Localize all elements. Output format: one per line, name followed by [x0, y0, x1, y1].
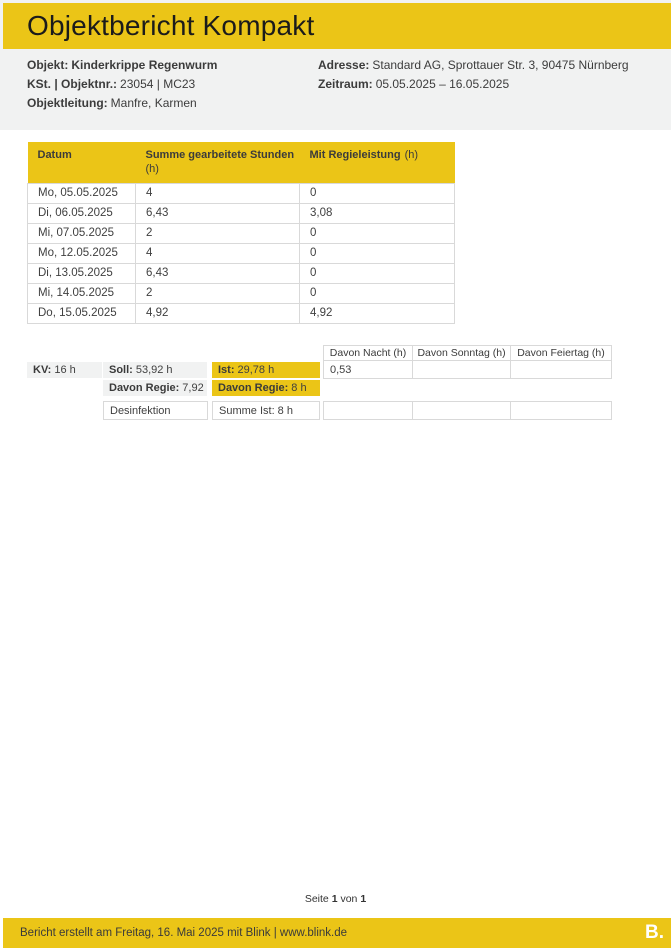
- empty-nacht-cell: [323, 401, 413, 420]
- kv-label: KV:: [33, 364, 52, 376]
- page-number: Seite 1 von 1: [0, 893, 671, 905]
- regie-ist-value: 8 h: [291, 382, 307, 394]
- header-text-datum: Datum: [37, 149, 72, 161]
- cell-datum: Do, 15.05.2025: [27, 302, 136, 324]
- regie-soll-value: 7,92 h: [182, 382, 207, 394]
- soll-label: Soll:: [109, 364, 133, 376]
- info-value-adresse: Standard AG, Sprottauer Str. 3, 90475 Nü…: [372, 58, 629, 72]
- info-value-objektnr: 23054 | MC23: [120, 77, 196, 91]
- regie-ist-cell: Davon Regie: 8 h: [212, 380, 320, 396]
- header-unit-summe: (h): [145, 163, 159, 175]
- ist-cell: Ist: 29,78 h: [212, 362, 320, 378]
- table-row: Di, 13.05.2025 6,43 0: [27, 262, 455, 284]
- cell-regie: 0: [299, 222, 455, 244]
- info-label-adresse: Adresse:: [318, 58, 370, 72]
- table-row: Mo, 05.05.2025 4 0: [27, 182, 455, 204]
- header-cell-regie: Mit Regieleistung (h): [299, 142, 455, 183]
- info-label-objekt: Objekt:: [27, 58, 69, 72]
- info-line-objektleitung: Objektleitung: Manfre, Karmen: [27, 94, 217, 113]
- soll-cell: Soll: 53,92 h: [103, 362, 207, 378]
- info-label-objektnr: KSt. | Objektnr.:: [27, 77, 118, 91]
- header-unit-regie: (h): [404, 149, 419, 161]
- header-text-regie: Mit Regieleistung: [309, 149, 401, 161]
- cell-regie: 0: [299, 282, 455, 304]
- cell-summe: 4: [135, 242, 300, 264]
- table-row: Mi, 14.05.2025 2 0: [27, 282, 455, 304]
- desinfektion-cell: Desinfektion: [103, 401, 208, 420]
- cell-regie: 4,92: [299, 302, 455, 324]
- summe-ist-cell: Summe Ist: 8 h: [212, 401, 320, 420]
- page-number-prefix: Seite: [304, 893, 329, 905]
- table-row: Do, 15.05.2025 4,92 4,92: [27, 302, 455, 324]
- cell-datum: Mo, 05.05.2025: [27, 182, 136, 204]
- summary-table: Davon Nacht (h) Davon Sonntag (h) Davon …: [27, 345, 612, 421]
- info-value-objekt: Kinderkrippe Regenwurm: [71, 58, 218, 72]
- header-cell-datum: Datum: [27, 142, 136, 183]
- cell-regie: 0: [299, 262, 455, 284]
- regie-soll-label: Davon Regie:: [109, 382, 180, 394]
- kv-cell: KV: 16 h: [27, 362, 102, 378]
- footer-band: Bericht erstellt am Freitag, 16. Mai 202…: [3, 918, 671, 948]
- header-section: Objektbericht Kompakt Objekt: Kinderkripp…: [0, 0, 671, 130]
- cell-datum: Mi, 07.05.2025: [27, 222, 136, 244]
- cell-datum: Di, 06.05.2025: [27, 202, 136, 224]
- summary-header-feiertag: Davon Feiertag (h): [510, 345, 612, 361]
- page-title: Objektbericht Kompakt: [27, 10, 315, 41]
- cell-datum: Mo, 12.05.2025: [27, 242, 136, 264]
- object-info-right: Adresse: Standard AG, Sprottauer Str. 3, …: [318, 56, 629, 94]
- cell-regie: 3,08: [299, 202, 455, 224]
- empty-sonntag-cell: [412, 401, 511, 420]
- regie-soll-cell: Davon Regie:7,92 h: [103, 380, 207, 396]
- footer-text: Bericht erstellt am Freitag, 16. Mai 202…: [20, 927, 348, 939]
- cell-datum: Mi, 14.05.2025: [27, 282, 136, 304]
- table-row: Mo, 12.05.2025 4 0: [27, 242, 455, 264]
- cell-summe: 6,43: [135, 202, 300, 224]
- object-info-left: Objekt: Kinderkrippe Regenwurm KSt. | Obj…: [27, 56, 217, 113]
- feiertag-value-cell: [510, 360, 612, 379]
- cell-summe: 4,92: [135, 302, 300, 324]
- summary-header-sonntag: Davon Sonntag (h): [412, 345, 511, 361]
- cell-regie: 0: [299, 242, 455, 264]
- blink-logo: B.: [645, 922, 664, 943]
- page-number-current: 1: [331, 893, 338, 905]
- table-row: Mi, 07.05.2025 2 0: [27, 222, 455, 244]
- cell-summe: 2: [135, 282, 300, 304]
- info-value-zeitraum: 05.05.2025 – 16.05.2025: [375, 77, 510, 91]
- info-line-objekt: Objekt: Kinderkrippe Regenwurm: [27, 56, 217, 75]
- info-line-zeitraum: Zeitraum: 05.05.2025 – 16.05.2025: [318, 75, 629, 94]
- ist-label: Ist:: [218, 364, 235, 376]
- cell-regie: 0: [299, 182, 455, 204]
- cell-summe: 2: [135, 222, 300, 244]
- kv-value: 16 h: [54, 364, 76, 376]
- header-text-summe: Summe gearbeitete Stunden: [145, 149, 295, 161]
- page-number-total: 1: [360, 893, 367, 905]
- info-label-objektleitung: Objektleitung:: [27, 96, 108, 110]
- info-value-objektleitung: Manfre, Karmen: [110, 96, 197, 110]
- hours-table: Datum Summe gearbeitete Stunden (h) Mit R…: [27, 142, 455, 324]
- nacht-value-cell: 0,53: [323, 360, 413, 379]
- info-label-zeitraum: Zeitraum:: [318, 77, 373, 91]
- sonntag-value-cell: [412, 360, 511, 379]
- header-cell-summe: Summe gearbeitete Stunden (h): [135, 142, 300, 183]
- page-number-separator: von: [340, 893, 358, 905]
- ist-value: 29,78 h: [237, 364, 275, 376]
- soll-value: 53,92 h: [135, 364, 173, 376]
- hours-table-header-row: Datum Summe gearbeitete Stunden (h) Mit R…: [27, 142, 455, 183]
- regie-ist-label: Davon Regie:: [218, 382, 289, 394]
- empty-feiertag-cell: [510, 401, 612, 420]
- info-line-adresse: Adresse: Standard AG, Sprottauer Str. 3, …: [318, 56, 629, 75]
- table-row: Di, 06.05.2025 6,43 3,08: [27, 202, 455, 224]
- cell-summe: 6,43: [135, 262, 300, 284]
- summary-header-nacht: Davon Nacht (h): [323, 345, 413, 361]
- info-line-objektnr: KSt. | Objektnr.: 23054 | MC23: [27, 75, 217, 94]
- header-band: Objektbericht Kompakt: [3, 3, 671, 49]
- cell-datum: Di, 13.05.2025: [27, 262, 136, 284]
- cell-summe: 4: [135, 182, 300, 204]
